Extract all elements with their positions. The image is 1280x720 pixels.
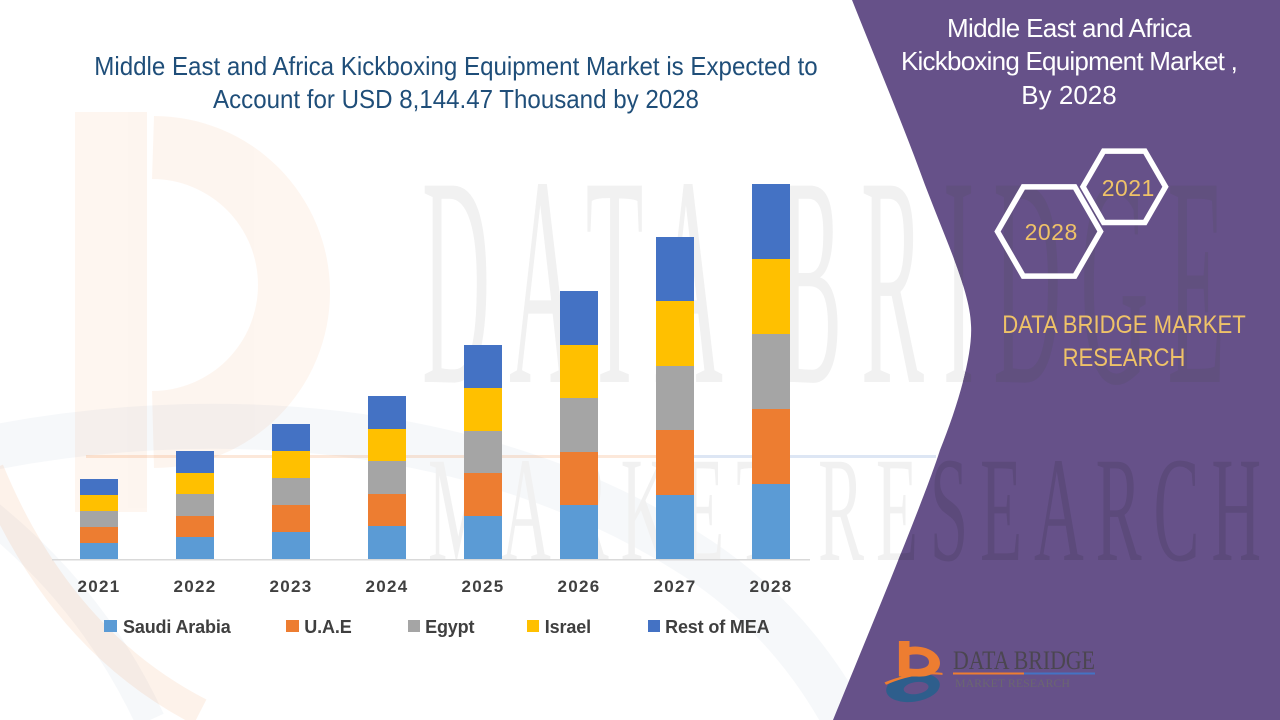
svg-text:DATA BRIDGE: DATA BRIDGE	[953, 646, 1095, 675]
svg-text:MARKET RESEARCH: MARKET RESEARCH	[955, 676, 1070, 690]
